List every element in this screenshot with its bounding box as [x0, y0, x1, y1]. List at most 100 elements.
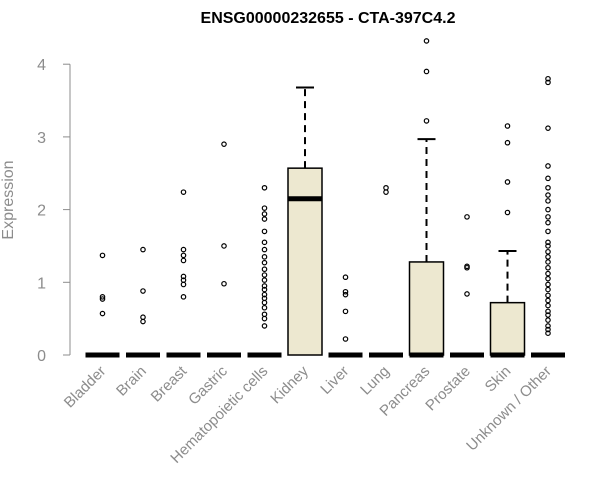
outlier-point [545, 275, 551, 282]
box-group-pancreas [408, 38, 445, 358]
box [408, 261, 445, 356]
outlier-point [261, 184, 268, 191]
outlier-point [545, 125, 551, 131]
outlier-point [464, 214, 470, 220]
outlier-point [545, 184, 551, 191]
outlier-point [545, 214, 551, 220]
outlier-point [180, 189, 187, 195]
outlier-point [261, 291, 268, 298]
outlier-point [221, 280, 227, 287]
outlier-point [140, 314, 146, 320]
outlier-point [545, 248, 551, 255]
box-group-bladder [85, 252, 120, 358]
outlier-point [261, 304, 268, 311]
outlier-point [545, 308, 551, 315]
outlier-point [545, 286, 551, 293]
outlier-point [342, 291, 349, 298]
outlier-point [545, 243, 551, 249]
outlier-point [261, 205, 268, 211]
x-tick-label: Lung [357, 363, 393, 399]
outlier-point [383, 184, 389, 191]
outlier-point [545, 323, 551, 329]
x-tick-label: Kidney [267, 362, 312, 407]
y-axis-label: Expression [0, 160, 17, 239]
outlier-point [261, 315, 268, 322]
y-axis: 0 1 2 3 4 [37, 57, 71, 365]
outlier-point [545, 326, 551, 333]
outlier-point [545, 198, 551, 204]
x-tick-label: Skin [482, 363, 515, 396]
outlier-point [261, 299, 268, 306]
outlier-point [180, 277, 187, 283]
outlier-point [545, 302, 551, 309]
outlier-point [221, 243, 227, 249]
chart-title: ENSG00000232655 - CTA-397C4.2 [201, 10, 456, 27]
box-group-brain [126, 246, 160, 358]
outlier-point [504, 179, 511, 185]
outlier-point [342, 274, 349, 281]
outlier-point [99, 296, 106, 302]
outlier-point [545, 281, 551, 288]
y-tick-label: 2 [37, 203, 46, 220]
box-group-hematopoietic-cells [247, 184, 282, 358]
outlier-point [261, 277, 268, 283]
outlier-point [545, 259, 551, 265]
box-group-liver [328, 274, 363, 358]
outlier-point [545, 270, 551, 277]
outlier-point [261, 246, 268, 253]
outlier-point [180, 257, 187, 264]
outlier-point [261, 295, 268, 302]
outlier-point [261, 211, 268, 217]
outlier-point [180, 273, 187, 280]
outlier-point [545, 75, 551, 82]
outlier-point [545, 175, 551, 182]
outlier-point [545, 79, 551, 86]
x-tick-label: Liver [317, 363, 352, 398]
outlier-point [261, 228, 268, 235]
box-group-unknown-other [531, 75, 565, 358]
outlier-point [545, 330, 551, 336]
box [287, 167, 323, 356]
outlier-point [545, 317, 551, 323]
outlier-point [180, 281, 187, 288]
outlier-point [545, 192, 551, 198]
outlier-point [99, 294, 106, 300]
outlier-point [545, 228, 551, 235]
outlier-point [261, 266, 268, 273]
outlier-point [261, 239, 268, 246]
outlier-point [545, 206, 551, 213]
box-group-prostate [450, 214, 484, 358]
outlier-point [545, 254, 551, 260]
y-tick-label: 0 [37, 348, 46, 365]
outlier-point [261, 283, 268, 289]
box-series [85, 38, 565, 358]
outlier-point [99, 252, 106, 259]
outlier-point [545, 292, 551, 299]
y-tick-label: 1 [37, 275, 46, 292]
x-tick-label: Breast [148, 362, 191, 405]
outlier-point [423, 68, 430, 75]
outlier-point [221, 141, 227, 147]
outlier-point [504, 209, 511, 216]
outlier-point [261, 272, 268, 278]
outlier-point [545, 312, 551, 318]
outlier-point [504, 123, 511, 129]
outlier-point [423, 118, 430, 124]
box-group-kidney [287, 86, 323, 356]
box-group-skin [489, 123, 526, 358]
outlier-point [261, 311, 268, 318]
outlier-point [261, 216, 268, 222]
outlier-point [180, 252, 187, 259]
outlier-point [545, 219, 551, 226]
box-group-lung [369, 184, 403, 358]
x-tick-label: Bladder [61, 363, 110, 412]
outlier-point [99, 310, 106, 317]
outlier-point [342, 288, 349, 295]
outlier-point [180, 246, 187, 253]
outlier-point [545, 163, 551, 169]
outlier-point [504, 139, 511, 146]
box-group-gastric [207, 141, 241, 358]
outlier-point [261, 254, 268, 260]
